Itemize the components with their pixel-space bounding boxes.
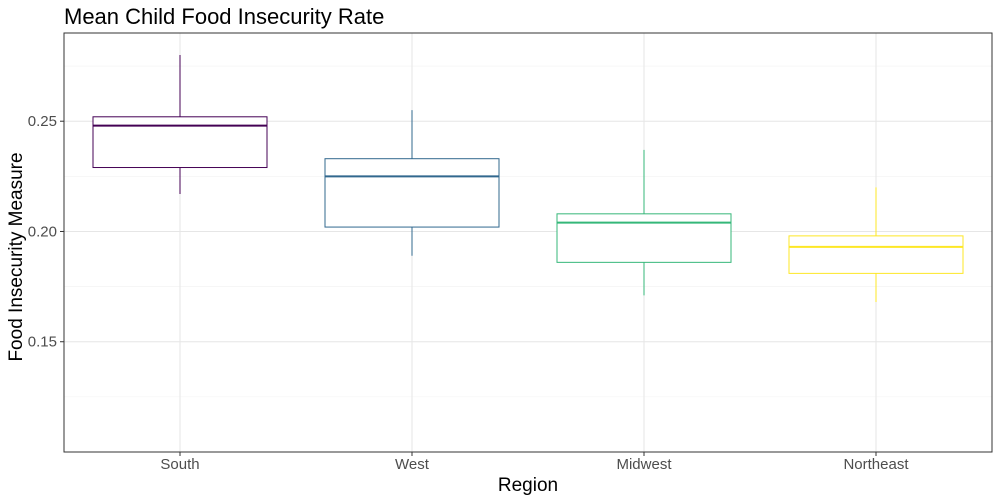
plot-panel-border — [63, 32, 993, 453]
box-south — [92, 55, 268, 194]
box-northeast — [788, 187, 964, 303]
boxes — [92, 55, 964, 303]
x-axis-title: Region — [498, 475, 558, 496]
y-axis: 0.15 0.20 0.25 — [28, 113, 64, 351]
box-midwest — [556, 149, 732, 296]
chart-title: Mean Child Food Insecurity Rate — [64, 4, 384, 29]
box-west — [324, 110, 500, 256]
y-tick-label: 0.25 — [28, 113, 57, 130]
y-axis-title: Food Insecurity Measure — [6, 152, 27, 361]
x-tick-label: West — [395, 456, 430, 473]
box-iqr — [92, 116, 268, 169]
x-tick-label: South — [160, 456, 199, 473]
y-tick-label: 0.20 — [28, 223, 57, 240]
box-iqr — [788, 235, 964, 274]
y-tick-label: 0.15 — [28, 334, 57, 351]
box-iqr — [556, 213, 732, 263]
box-iqr — [324, 158, 500, 228]
x-axis: South West Midwest Northeast — [160, 452, 909, 473]
x-tick-label: Midwest — [616, 456, 672, 473]
x-tick-label: Northeast — [843, 456, 909, 473]
